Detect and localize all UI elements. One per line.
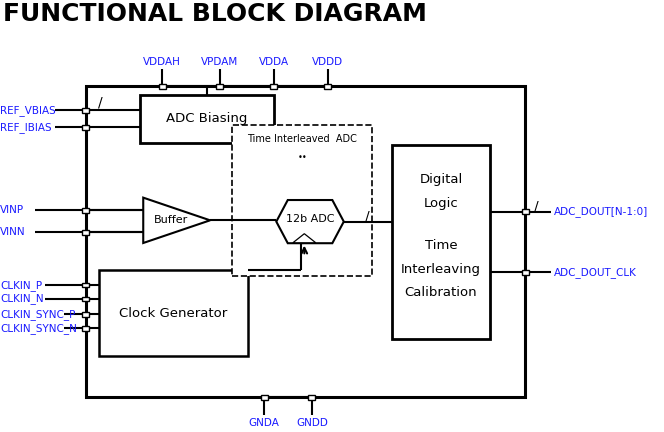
Text: /: /	[98, 95, 103, 109]
Text: FUNCTIONAL BLOCK DIAGRAM: FUNCTIONAL BLOCK DIAGRAM	[3, 2, 427, 26]
Text: /: /	[535, 199, 539, 213]
Text: 12b ADC: 12b ADC	[286, 214, 334, 225]
Text: CLKIN_SYNC_P: CLKIN_SYNC_P	[0, 309, 76, 320]
Text: ADC_DOUT[N-1:0]: ADC_DOUT[N-1:0]	[554, 206, 648, 217]
Polygon shape	[276, 200, 344, 243]
Bar	[216, 84, 223, 89]
Bar	[82, 326, 90, 331]
Text: Interleaving: Interleaving	[401, 263, 481, 276]
Text: GNDD: GNDD	[296, 418, 328, 428]
Text: Time: Time	[424, 239, 457, 252]
Text: CLKIN_N: CLKIN_N	[0, 293, 44, 305]
Bar	[140, 95, 274, 143]
Text: REF_VBIAS: REF_VBIAS	[0, 105, 56, 116]
Text: ADC Biasing: ADC Biasing	[166, 112, 248, 125]
Text: Calibration: Calibration	[404, 286, 477, 299]
Text: VDDAH: VDDAH	[143, 57, 181, 67]
Text: CLKIN_SYNC_N: CLKIN_SYNC_N	[0, 323, 77, 334]
Text: /: /	[365, 209, 370, 223]
Text: VINP: VINP	[0, 205, 24, 216]
Bar	[325, 84, 331, 89]
Text: VPDAM: VPDAM	[201, 57, 238, 67]
Bar	[232, 125, 373, 276]
Text: CLKIN_P: CLKIN_P	[0, 280, 42, 291]
Bar	[309, 395, 315, 400]
Bar	[522, 209, 529, 214]
Bar	[99, 270, 248, 356]
Text: ••: ••	[297, 153, 307, 162]
Bar	[82, 296, 90, 302]
Bar	[82, 208, 90, 213]
Bar	[392, 145, 490, 339]
Polygon shape	[293, 234, 316, 243]
Bar	[86, 86, 525, 397]
Bar	[270, 84, 278, 89]
Text: Logic: Logic	[424, 197, 458, 210]
Text: VDDD: VDDD	[312, 57, 343, 67]
Text: ADC_DOUT_CLK: ADC_DOUT_CLK	[554, 267, 637, 278]
Text: Buffer: Buffer	[154, 215, 189, 226]
Bar	[261, 395, 268, 400]
Text: Clock Generator: Clock Generator	[120, 307, 228, 320]
Bar	[82, 283, 90, 288]
Polygon shape	[143, 198, 210, 243]
Text: Digital: Digital	[419, 173, 463, 186]
Bar	[82, 125, 90, 130]
Text: Time Interleaved  ADC: Time Interleaved ADC	[248, 134, 357, 144]
Bar	[82, 108, 90, 113]
Text: REF_IBIAS: REF_IBIAS	[0, 122, 52, 133]
Text: VDDA: VDDA	[259, 57, 289, 67]
Text: VINN: VINN	[0, 227, 26, 238]
Bar	[159, 84, 166, 89]
Text: GNDA: GNDA	[249, 418, 280, 428]
Bar	[82, 312, 90, 317]
Bar	[522, 270, 529, 275]
Bar	[82, 230, 90, 235]
